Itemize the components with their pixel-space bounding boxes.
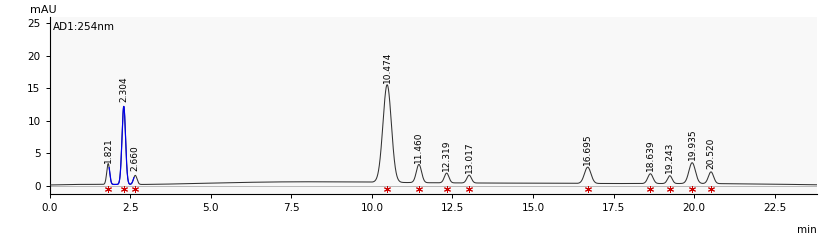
Text: mAU: mAU: [31, 5, 57, 15]
Text: 2.304: 2.304: [120, 77, 128, 102]
Text: 10.474: 10.474: [383, 51, 392, 83]
Text: 2.660: 2.660: [130, 146, 139, 171]
Text: 1.821: 1.821: [104, 137, 113, 163]
Text: min: min: [797, 225, 817, 235]
Text: AD1:254nm: AD1:254nm: [54, 22, 116, 32]
Text: 11.460: 11.460: [414, 131, 423, 163]
Text: 20.520: 20.520: [706, 138, 715, 169]
Text: 12.319: 12.319: [442, 140, 451, 171]
Text: 19.243: 19.243: [665, 142, 674, 173]
Text: 13.017: 13.017: [464, 142, 474, 173]
Text: 19.935: 19.935: [688, 129, 696, 160]
Text: 18.639: 18.639: [646, 140, 655, 171]
Text: 16.695: 16.695: [583, 133, 592, 165]
